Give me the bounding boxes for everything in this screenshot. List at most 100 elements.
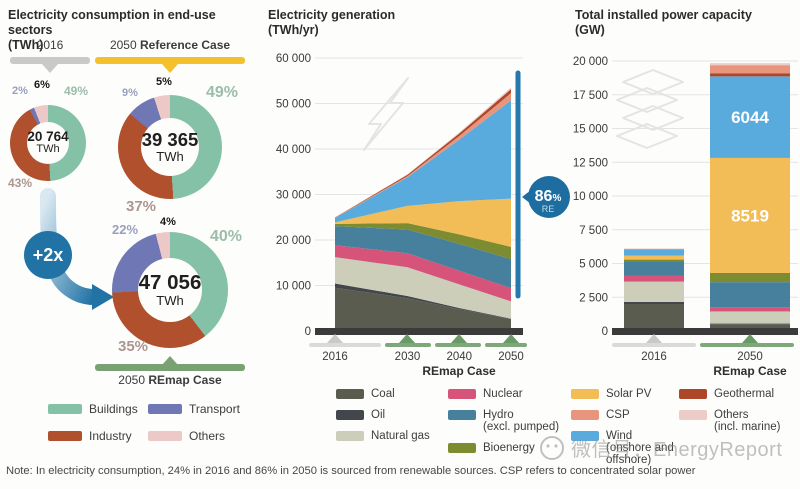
scenario-2016-pointer bbox=[42, 64, 58, 73]
energy-legend-item: Wind (onshore and offshore) bbox=[571, 430, 679, 466]
bar-value-label: 6044 bbox=[731, 108, 769, 127]
legend-label: CSP bbox=[606, 409, 630, 421]
bar-2016-natural-gas bbox=[624, 281, 684, 302]
bar-2016-bioenergy bbox=[624, 259, 684, 262]
bar-2050-oil bbox=[710, 323, 790, 325]
y-tick-label: 40 000 bbox=[276, 144, 311, 156]
area-geothermal bbox=[335, 89, 511, 218]
subaxis-2016-marker bbox=[646, 334, 662, 343]
y-tick-label: 2 500 bbox=[579, 292, 608, 304]
area-bioenergy bbox=[335, 223, 511, 260]
area-natural-gas bbox=[335, 257, 511, 319]
pct-2016-buildings: 49% bbox=[64, 84, 89, 98]
sector-legend: Buildings Transport Industry Others bbox=[48, 402, 248, 443]
scenario-tab-2016: 2016 bbox=[10, 38, 90, 73]
subaxis-remap bbox=[700, 343, 794, 347]
legend-label: Industry bbox=[89, 429, 132, 443]
donut-remap-center: 47 056 TWh bbox=[138, 258, 202, 322]
capacity-title: Total installed power capacity (GW) bbox=[575, 8, 795, 38]
legend-label: Geothermal bbox=[714, 388, 775, 400]
pct-remap-others: 4% bbox=[160, 216, 176, 228]
y-tick-label: 15 000 bbox=[573, 124, 608, 136]
area-others-incl-marine- bbox=[335, 87, 511, 218]
donut-reference-center: 39 365 TWh bbox=[141, 118, 199, 176]
bar-2050-hydro-excl-pumped- bbox=[710, 282, 790, 308]
legend-label: Buildings bbox=[89, 402, 138, 416]
bar-2016-oil bbox=[624, 301, 684, 304]
re-badge-value: 86% bbox=[535, 188, 562, 205]
subaxis-remap-marker bbox=[451, 334, 467, 343]
y-tick-label: 20 000 bbox=[276, 235, 311, 247]
remap-case-label: REmap Case bbox=[422, 364, 496, 378]
legend-swatch bbox=[48, 431, 82, 441]
donut-remap-value: 47 056 bbox=[138, 271, 202, 295]
area-oil bbox=[335, 283, 511, 320]
y-tick-label: 7 500 bbox=[579, 225, 608, 237]
generation-unit: (TWh/yr) bbox=[268, 23, 319, 37]
energy-legend-item: Bioenergy bbox=[448, 442, 571, 454]
layers-icon bbox=[616, 123, 678, 149]
scenario-2016-bar bbox=[10, 57, 90, 64]
pct-ref-others: 5% bbox=[156, 76, 172, 88]
area-hydro-excl-pumped- bbox=[335, 226, 511, 289]
area-wind-onshore-and-offshore- bbox=[335, 100, 511, 223]
area-coal bbox=[335, 287, 511, 331]
subaxis-remap-marker bbox=[742, 334, 758, 343]
energy-legend-column: Geothermal Others (incl. marine) bbox=[679, 388, 789, 475]
lightning-icon bbox=[363, 77, 409, 151]
consumption-title-text: Electricity consumption in end-use secto… bbox=[8, 8, 216, 37]
legend-swatch bbox=[679, 410, 707, 420]
energy-legend-item: Natural gas bbox=[336, 430, 448, 442]
energy-legend-item: Oil bbox=[336, 409, 448, 421]
scenario-reference-bar bbox=[95, 57, 245, 64]
bar-value-label: 8519 bbox=[731, 206, 769, 225]
energy-legend-item: Solar PV bbox=[571, 388, 679, 400]
legend-label: Oil bbox=[371, 409, 386, 421]
generation-area-chart: 0 10 000 20 000 30 000 40 000 50 000 60 000 201… bbox=[276, 53, 570, 378]
legend-swatch bbox=[448, 410, 476, 420]
bar-2016-nuclear bbox=[624, 275, 684, 282]
legend-label: Transport bbox=[189, 402, 240, 416]
capacity-bar-chart: 0 2 500 5 000 7 500 10 000 12 500 15 000 17 500… bbox=[573, 56, 798, 378]
pct-2016-transport: 2% bbox=[12, 85, 28, 97]
sector-legend-item: Others bbox=[148, 429, 248, 443]
legend-label: Coal bbox=[371, 388, 395, 400]
y-tick-label: 17 500 bbox=[573, 90, 608, 102]
area-solar-pv bbox=[335, 198, 511, 247]
bar-2016-csp bbox=[624, 248, 684, 250]
subaxis-remap bbox=[385, 343, 431, 347]
x-tick-label: 2050 bbox=[498, 351, 524, 363]
x-tick-label: 2040 bbox=[446, 351, 472, 363]
subaxis-remap-marker bbox=[503, 334, 519, 343]
legend-label: Solar PV bbox=[606, 388, 652, 400]
scenario-reference-label: 2050 Reference Case bbox=[109, 38, 231, 52]
legend-label: Hydro (excl. pumped) bbox=[483, 409, 560, 433]
remap-footer-pointer bbox=[162, 356, 178, 365]
y-tick-label: 12 500 bbox=[573, 157, 608, 169]
legend-swatch bbox=[571, 410, 599, 420]
growth-badge: +2x bbox=[24, 231, 72, 279]
legend-label: Nuclear bbox=[483, 388, 523, 400]
bar-2016-solar-pv bbox=[624, 255, 684, 260]
energy-legend-column: Coal Oil Natural gas bbox=[336, 388, 448, 475]
sector-legend-item: Industry bbox=[48, 429, 148, 443]
pct-remap-buildings: 40% bbox=[210, 228, 243, 245]
legend-swatch bbox=[679, 389, 707, 399]
donut-reference-value: 39 365 bbox=[141, 129, 199, 151]
y-tick-label: 0 bbox=[602, 326, 608, 338]
remap-case-label: REmap Case bbox=[713, 364, 787, 378]
y-tick-label: 5 000 bbox=[579, 259, 608, 271]
legend-label: Natural gas bbox=[371, 430, 430, 442]
area-nuclear bbox=[335, 245, 511, 302]
remap-footer-bar bbox=[95, 364, 245, 371]
legend-label: Bioenergy bbox=[483, 442, 535, 454]
x-axis-bar bbox=[315, 328, 523, 335]
pct-2016-others: 6% bbox=[34, 79, 50, 91]
subaxis-remap bbox=[485, 343, 527, 347]
subaxis-remap bbox=[435, 343, 481, 347]
donut-2016-center: 20 764 TWh bbox=[27, 122, 69, 164]
consumption-title: Electricity consumption in end-use secto… bbox=[8, 8, 258, 53]
legend-swatch bbox=[336, 389, 364, 399]
layers-icon bbox=[622, 69, 684, 95]
y-tick-label: 60 000 bbox=[276, 53, 311, 65]
